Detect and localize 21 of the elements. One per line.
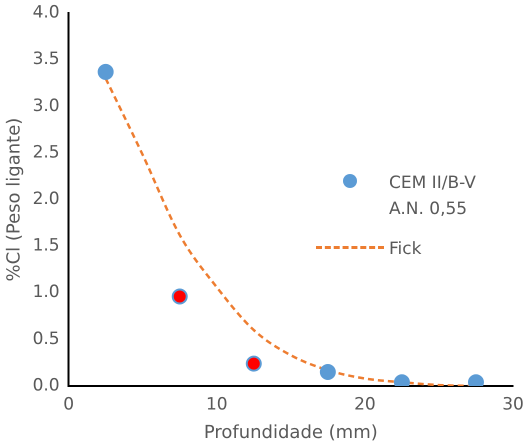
x-axis-title: Profundidade (mm) — [204, 422, 378, 443]
point — [98, 64, 114, 80]
y-tick-label: 2.5 — [32, 142, 60, 162]
y-tick-label: 3.5 — [32, 49, 60, 70]
x-tick-label: 0 — [63, 394, 74, 415]
y-tick-label: 2.0 — [32, 189, 60, 210]
y-tick-label: 4.0 — [32, 2, 60, 23]
point — [246, 356, 262, 372]
legend-label: CEM II/B-V A.N. 0,55 — [389, 172, 477, 221]
y-axis-title: %Cl (Peso ligante) — [3, 118, 24, 282]
y-tick-label: 1.5 — [32, 236, 60, 256]
y-tick-label: 0.5 — [32, 328, 60, 349]
x-tick-label: 20 — [354, 394, 376, 415]
point — [172, 288, 188, 305]
point — [320, 364, 336, 380]
x-tick-label: 30 — [502, 394, 524, 415]
legend-label: Fick — [389, 238, 422, 261]
y-tick-label: 1.0 — [32, 282, 60, 302]
x-tick-label: 10 — [206, 394, 228, 415]
y-tick-label: 0.0 — [32, 375, 60, 396]
y-tick-label: 3.0 — [32, 96, 60, 116]
